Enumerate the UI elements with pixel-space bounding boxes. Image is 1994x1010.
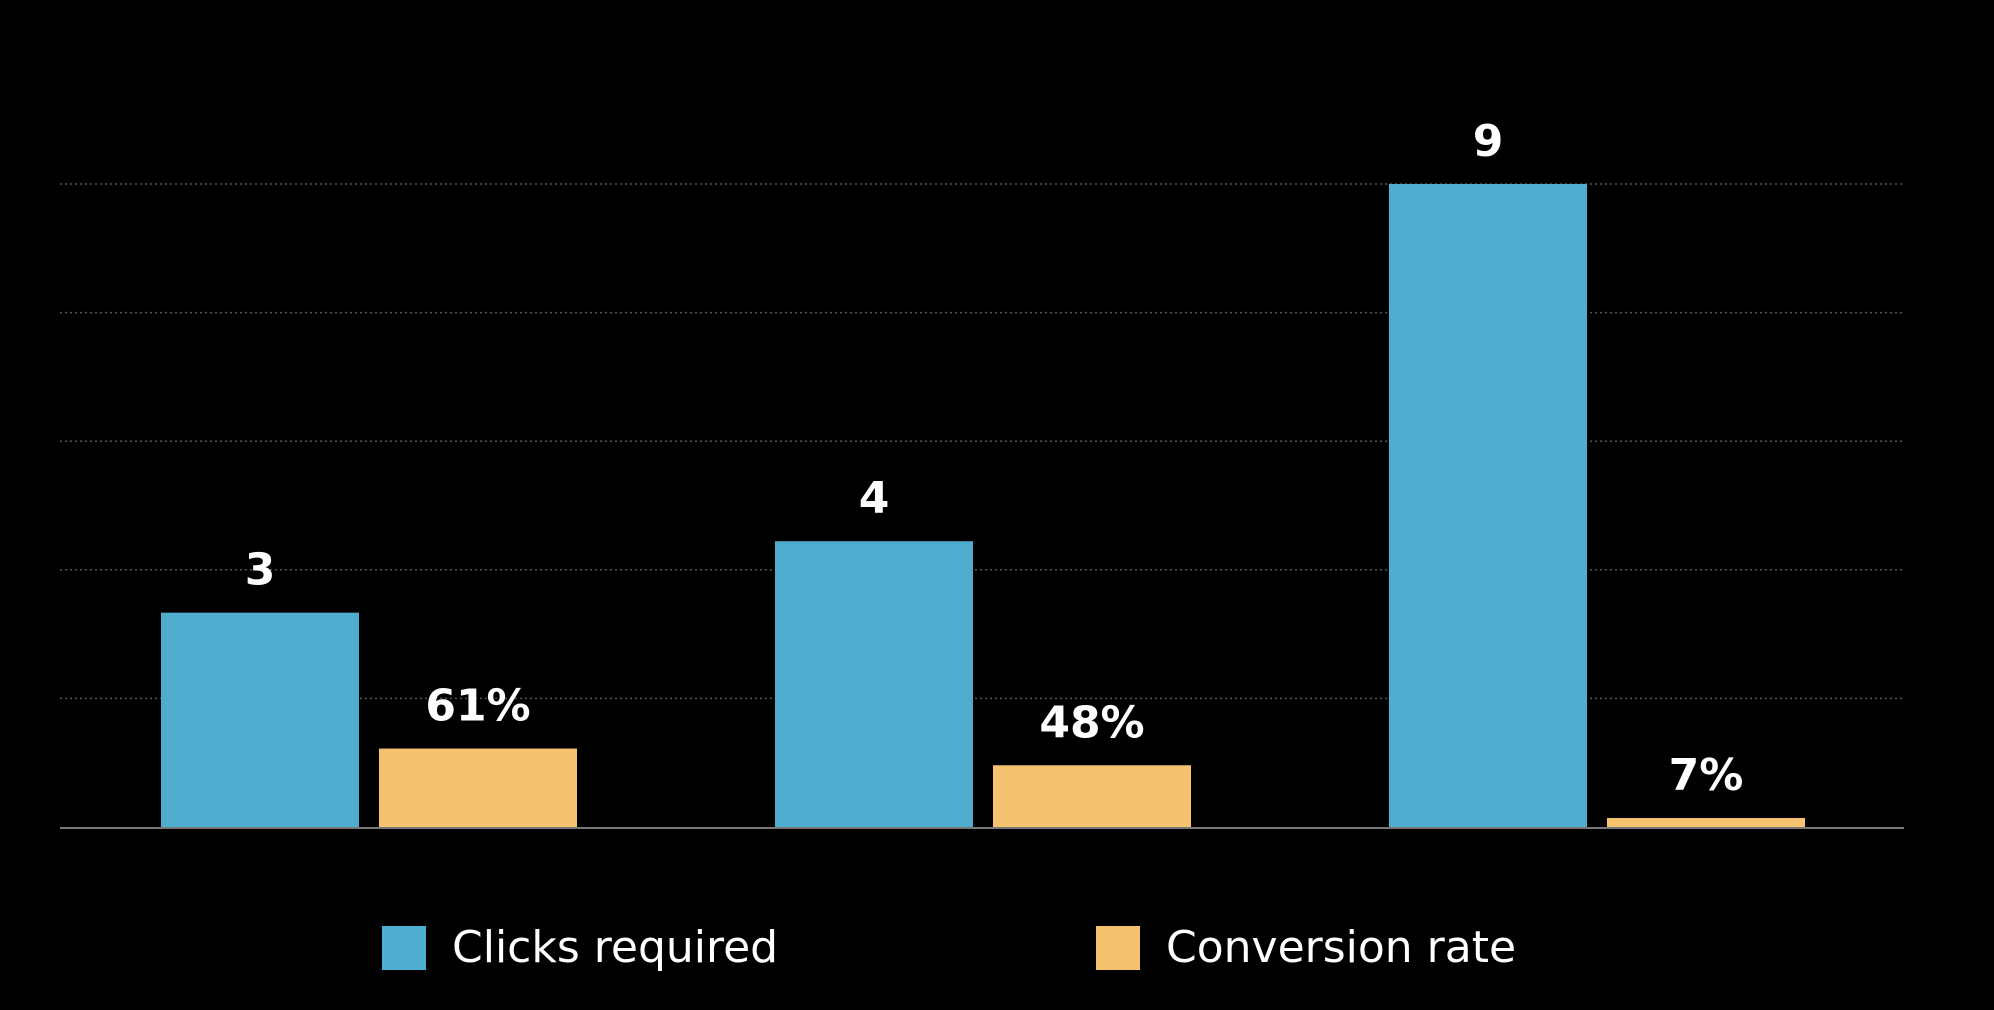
- data-label-conversion-rate-1: 61%: [425, 681, 530, 732]
- bar-conversion-rate-2: [993, 765, 1191, 827]
- bar-clicks-required-1: [161, 612, 359, 827]
- data-labels: 3 4 9 61% 48% 7%: [245, 116, 1744, 801]
- bar-conversion-rate-3: [1607, 817, 1805, 827]
- bar-clicks-required-3: [1389, 184, 1587, 827]
- data-label-clicks-required-2: 4: [859, 473, 890, 524]
- data-label-clicks-required-3: 9: [1473, 116, 1504, 167]
- legend-label-conversion-rate: Conversion rate: [1166, 922, 1516, 973]
- grid-lines: [60, 183, 1904, 700]
- data-label-clicks-required-1: 3: [245, 545, 276, 596]
- legend: Clicks required Conversion rate: [382, 922, 1516, 973]
- legend-swatch-conversion-rate: [1096, 926, 1140, 970]
- bar-clicks-required-2: [775, 541, 973, 827]
- bar-conversion-rate-1: [379, 748, 577, 827]
- bars: [161, 184, 1805, 827]
- data-label-conversion-rate-2: 48%: [1039, 697, 1144, 748]
- data-label-conversion-rate-3: 7%: [1669, 750, 1744, 801]
- legend-swatch-clicks-required: [382, 926, 426, 970]
- legend-label-clicks-required: Clicks required: [452, 922, 778, 973]
